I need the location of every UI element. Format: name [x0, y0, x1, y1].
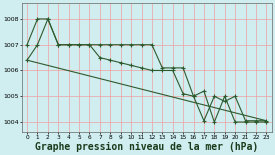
X-axis label: Graphe pression niveau de la mer (hPa): Graphe pression niveau de la mer (hPa) [35, 142, 258, 152]
